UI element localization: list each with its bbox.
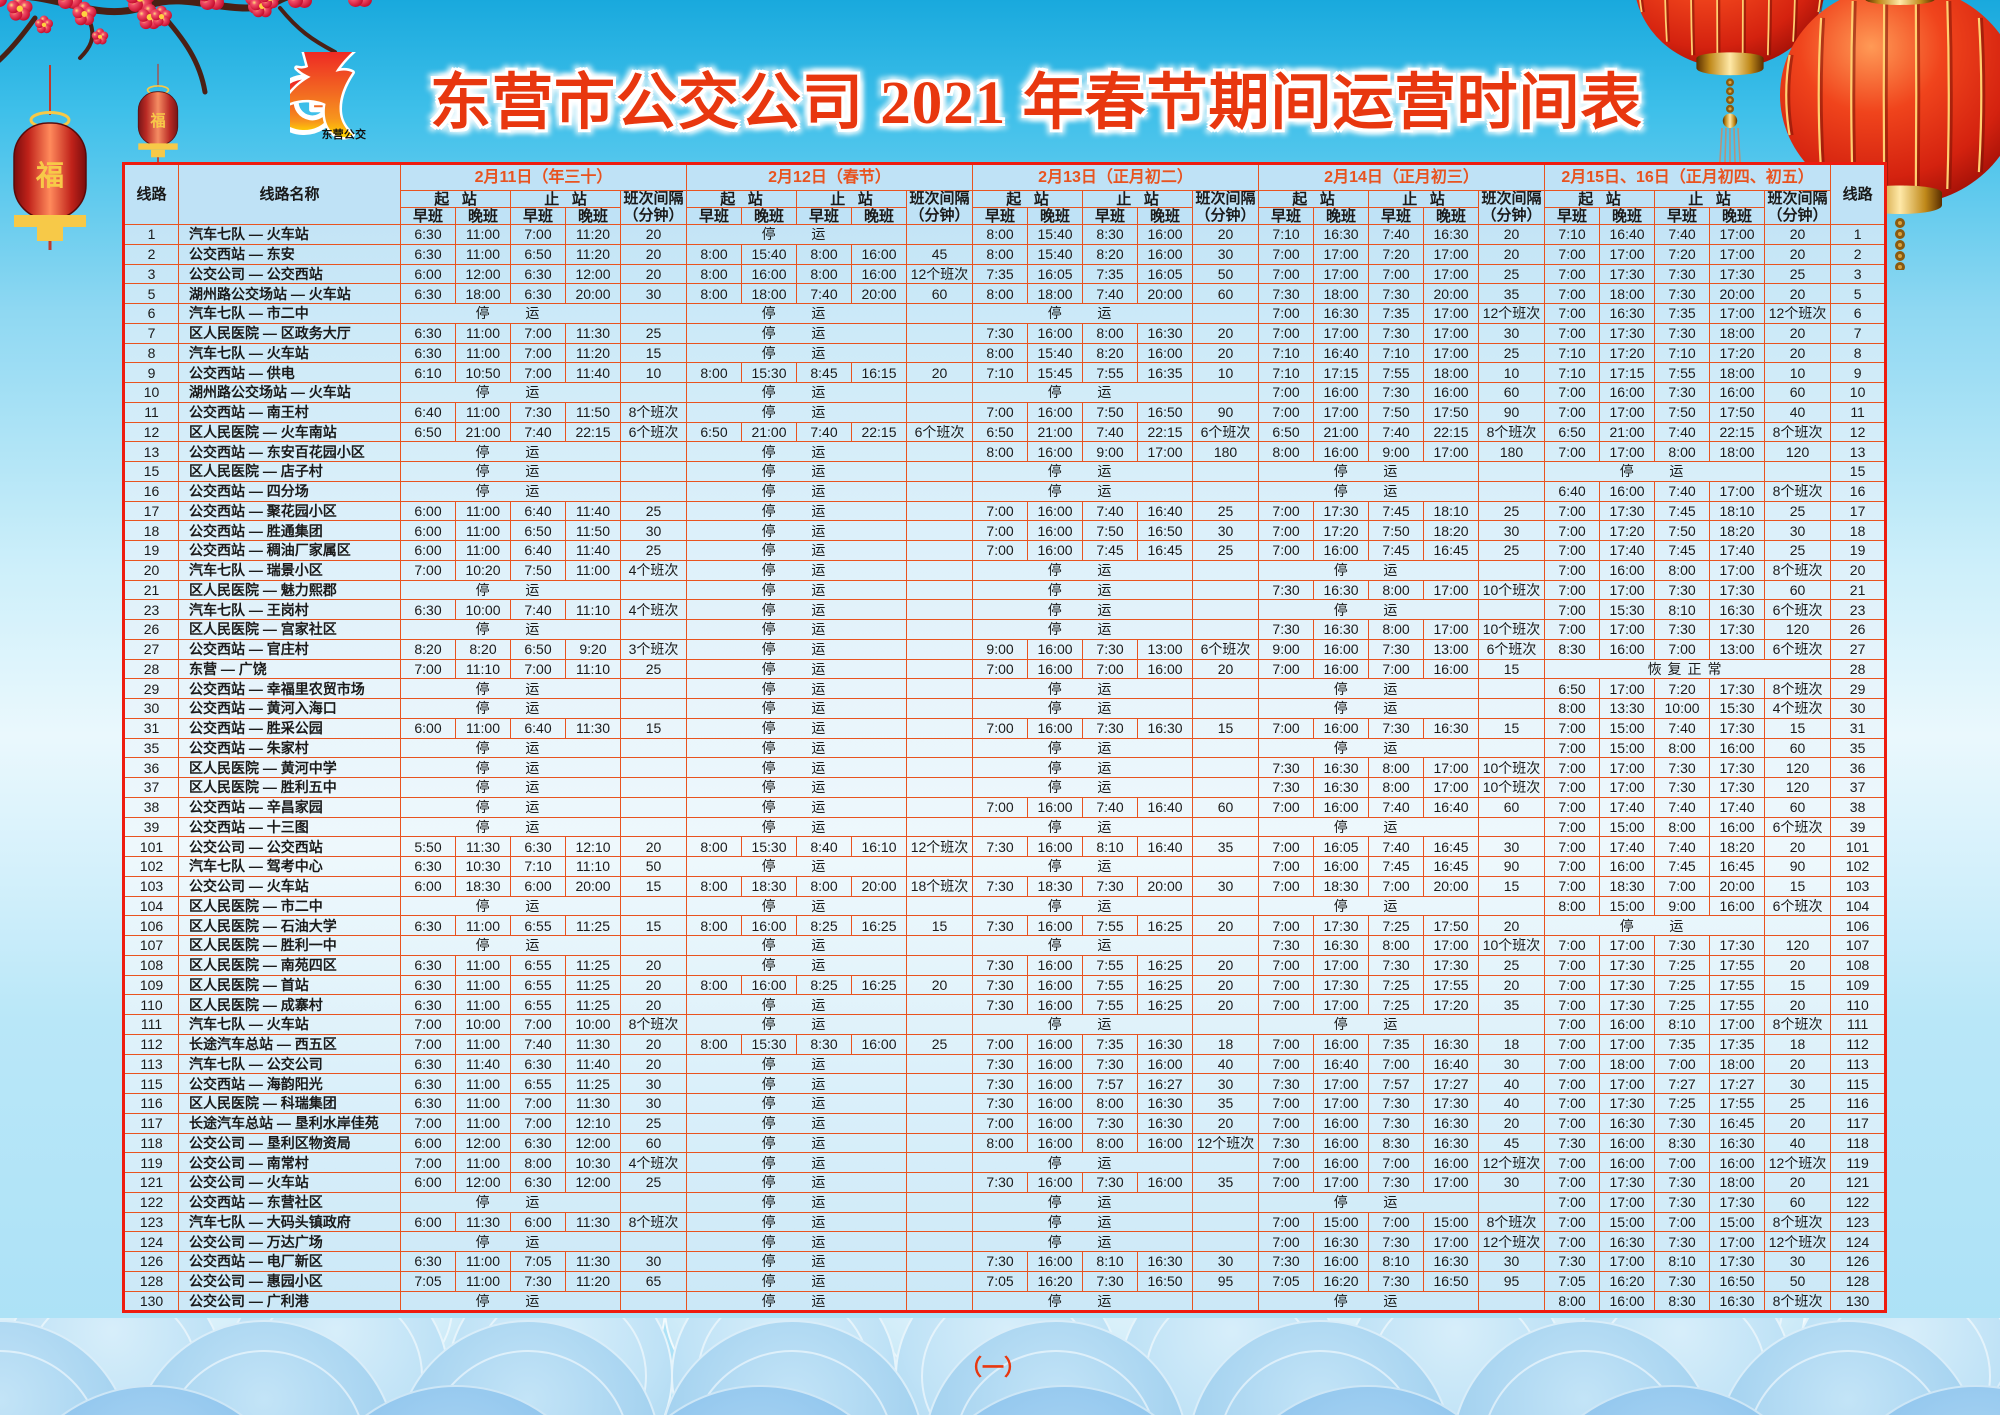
svg-text:福: 福 — [149, 112, 165, 130]
svg-text:东营公交: 东营公交 — [322, 127, 367, 141]
svg-text:福: 福 — [35, 160, 64, 191]
